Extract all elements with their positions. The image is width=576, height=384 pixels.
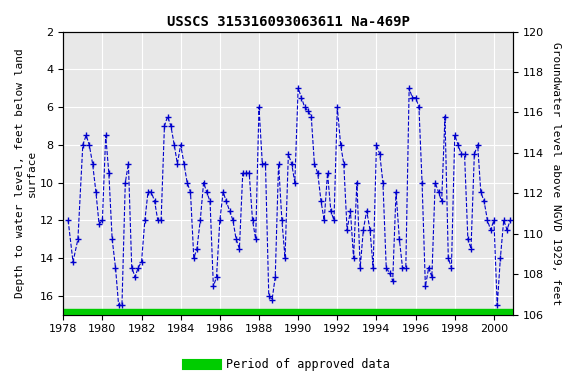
Y-axis label: Depth to water level, feet below land
surface: Depth to water level, feet below land su… — [15, 48, 37, 298]
Title: USSCS 315316093063611 Na-469P: USSCS 315316093063611 Na-469P — [167, 15, 410, 29]
Legend: Period of approved data: Period of approved data — [182, 354, 394, 376]
Bar — [63, 309, 513, 315]
Y-axis label: Groundwater level above NGVD 1929, feet: Groundwater level above NGVD 1929, feet — [551, 41, 561, 305]
